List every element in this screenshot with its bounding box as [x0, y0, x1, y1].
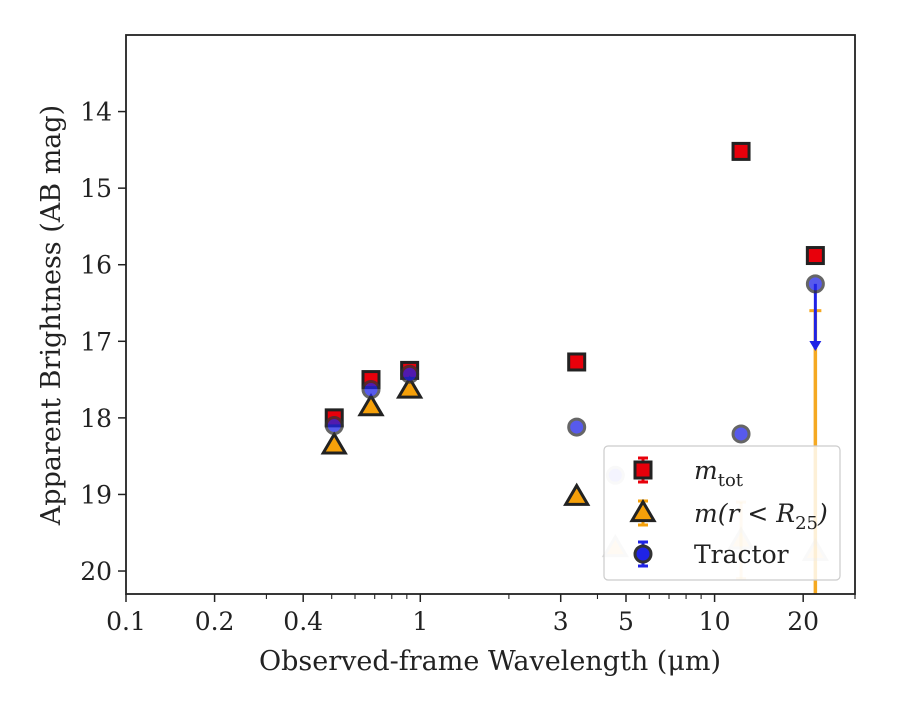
legend-marker — [633, 460, 653, 480]
series-0 — [324, 141, 825, 428]
x-tick-label: 0.1 — [106, 607, 146, 636]
data-point — [567, 417, 587, 437]
data-point — [805, 246, 825, 266]
legend-item-1: m(r < R25) — [629, 498, 828, 534]
plot-frame — [125, 34, 856, 595]
axes-layer: 0.1 0.2 0.4 1 3 5 10 20 14 15 16 17 18 19 20 — [80, 98, 856, 636]
x-tick-label: 20 — [787, 607, 819, 636]
y-tick-label: 19 — [80, 480, 112, 509]
upper-limit-arrow — [809, 340, 822, 351]
data-point — [400, 364, 420, 384]
data-point — [324, 416, 344, 436]
legend-item-0: mtot — [633, 456, 744, 491]
x-tick-label: 10 — [699, 607, 731, 636]
legend-label: mtot — [694, 456, 744, 491]
data-point — [320, 431, 348, 455]
legend-marker — [633, 544, 653, 564]
data-point — [731, 141, 751, 161]
x-axis-label: Observed-frame Wavelength (μm) — [259, 646, 721, 677]
data-point — [395, 375, 424, 399]
y-tick-label: 15 — [80, 174, 112, 203]
data-point — [805, 274, 825, 294]
legend-marker — [629, 498, 657, 523]
legend-label: Tractor — [694, 540, 789, 569]
y-axis-label: Apparent Brightness (AB mag) — [36, 105, 67, 526]
legend-label: m(r < R25) — [694, 499, 828, 534]
y-tick-label: 17 — [80, 327, 112, 356]
y-tick-label: 18 — [80, 404, 112, 433]
x-tick-label: 0.4 — [283, 607, 323, 636]
data-point — [563, 482, 591, 506]
legend: mtot m(r < R25) Tractor — [603, 445, 841, 581]
x-tick-label: 3 — [553, 607, 569, 636]
data-point — [731, 424, 751, 444]
y-tick-label: 16 — [80, 251, 112, 280]
x-tick-label: 1 — [412, 607, 428, 636]
y-tick-label: 20 — [80, 557, 112, 586]
data-point — [357, 393, 385, 417]
x-tick-label: 5 — [618, 607, 634, 636]
legend-box — [603, 445, 841, 581]
data-point — [361, 380, 381, 400]
legend-item-2: Tractor — [633, 540, 789, 569]
x-tick-label: 0.2 — [195, 607, 235, 636]
data-point — [567, 352, 587, 372]
y-tick-label: 14 — [80, 98, 112, 127]
